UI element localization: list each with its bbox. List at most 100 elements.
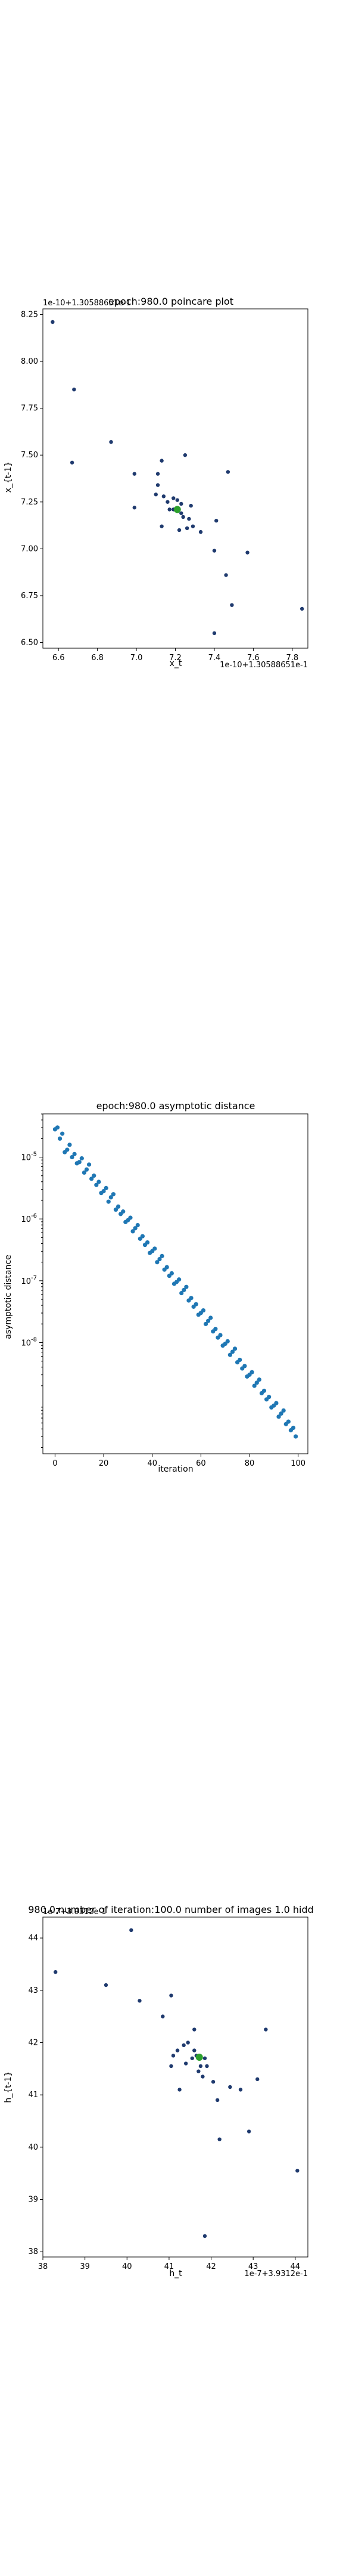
data-point xyxy=(227,1352,232,1357)
y-tick-label: 7.25 xyxy=(21,498,38,507)
y-tick-label: 40 xyxy=(28,2143,38,2152)
axes-frame xyxy=(42,308,308,649)
x-tick-label: 7.0 xyxy=(130,654,143,662)
fixed-point-marker xyxy=(173,506,181,513)
poincare-chart: epoch:980.0 poincare plot 1e-10+1.305886… xyxy=(4,296,308,670)
data-point xyxy=(77,1160,82,1165)
data-point xyxy=(169,1271,174,1275)
data-point xyxy=(261,1388,267,1393)
data-point xyxy=(185,526,189,531)
data-point xyxy=(197,2069,201,2073)
y-tick-label: 44 xyxy=(28,1934,38,1943)
data-point xyxy=(252,1383,257,1388)
x-tick-label: 38 xyxy=(38,2262,48,2271)
data-point xyxy=(128,1215,133,1220)
data-point xyxy=(166,500,170,504)
data-point xyxy=(202,2056,207,2060)
data-point xyxy=(106,1199,111,1204)
y-tick-label: 7.75 xyxy=(21,404,38,413)
data-point xyxy=(57,1136,63,1141)
asymptotic-x-label: iteration xyxy=(158,1465,193,1474)
data-point xyxy=(167,507,172,512)
x-tick-label: 44 xyxy=(291,2262,301,2271)
x-tick-label: 39 xyxy=(80,2262,90,2271)
hidden-state-title-overlay: 1e-7+3.9312e-1 xyxy=(43,1908,107,1916)
data-point xyxy=(212,631,217,636)
data-point xyxy=(55,1125,60,1130)
data-point xyxy=(109,439,113,444)
data-point xyxy=(184,1284,189,1289)
data-point xyxy=(108,1195,113,1200)
data-point xyxy=(161,494,166,499)
poincare-y-label: x_{t-1} xyxy=(4,462,13,493)
data-point xyxy=(201,2075,205,2079)
y-tick-label: 7.50 xyxy=(21,451,38,460)
data-point xyxy=(86,1162,92,1167)
data-point xyxy=(230,1349,235,1354)
data-point xyxy=(186,2041,190,2045)
data-point xyxy=(238,1357,242,1363)
data-point xyxy=(111,1192,116,1197)
data-point xyxy=(192,2048,197,2052)
x-tick-label: 7.4 xyxy=(208,654,221,662)
data-point xyxy=(191,524,195,528)
x-tick-label: 20 xyxy=(99,1459,109,1468)
poincare-title: epoch:980.0 poincare plot xyxy=(108,296,233,307)
y-tick-label: 10-8 xyxy=(21,1336,37,1348)
hidden-state-x-offset: 1e-7+3.9312e-1 xyxy=(244,2270,308,2278)
data-point xyxy=(113,1208,119,1212)
data-point xyxy=(257,1377,261,1382)
data-point xyxy=(157,1256,162,1262)
data-point xyxy=(177,1277,182,1282)
data-point xyxy=(70,1154,74,1160)
data-point xyxy=(202,2234,207,2238)
data-point xyxy=(183,2061,188,2066)
data-point xyxy=(101,1188,106,1194)
data-point xyxy=(224,573,228,577)
data-point xyxy=(230,603,234,607)
data-point xyxy=(276,1414,281,1419)
data-point xyxy=(286,1419,291,1424)
data-point xyxy=(267,1395,272,1400)
data-point xyxy=(189,1296,194,1301)
poincare-y-offset: 1e-10+1.30588651e-1 xyxy=(43,299,131,308)
data-point xyxy=(171,2054,176,2058)
data-point xyxy=(89,1176,94,1181)
data-point xyxy=(175,2048,180,2052)
data-point xyxy=(215,2098,220,2103)
data-point xyxy=(155,1260,160,1265)
hidden-state-title: 980.0,number of iteration:100.0 number o… xyxy=(28,1904,314,1915)
data-point xyxy=(129,1928,133,1933)
data-point xyxy=(104,1983,108,1987)
data-point xyxy=(65,1147,70,1152)
data-point xyxy=(226,470,230,474)
data-point xyxy=(198,2064,203,2069)
data-point xyxy=(138,1999,142,2003)
y-tick-label: 6.50 xyxy=(21,639,38,648)
data-point xyxy=(135,1222,140,1228)
hidden-state-x-label: h_t xyxy=(169,2269,182,2278)
y-tick-label: 42 xyxy=(28,2038,38,2047)
data-point xyxy=(264,2027,268,2032)
data-point xyxy=(154,493,158,497)
x-tick-label: 6.6 xyxy=(52,654,65,662)
x-tick-label: 42 xyxy=(206,2262,216,2271)
data-point xyxy=(228,2085,232,2089)
hidden-state-chart: 980.0,number of iteration:100.0 number o… xyxy=(4,1904,314,2278)
data-point xyxy=(250,1370,254,1374)
data-point xyxy=(60,1131,65,1136)
data-point xyxy=(51,320,55,324)
data-point xyxy=(213,1327,218,1332)
data-point xyxy=(72,387,76,392)
data-point xyxy=(245,550,250,555)
data-point xyxy=(175,498,179,502)
y-tick-label: 10-6 xyxy=(21,1213,37,1224)
data-point xyxy=(169,2064,173,2069)
data-point xyxy=(217,2137,222,2141)
data-point xyxy=(279,1411,283,1416)
data-point xyxy=(145,1240,150,1245)
y-tick-label: 6.75 xyxy=(21,592,38,600)
y-tick-label: 38 xyxy=(28,2247,38,2256)
data-point xyxy=(152,1246,157,1251)
